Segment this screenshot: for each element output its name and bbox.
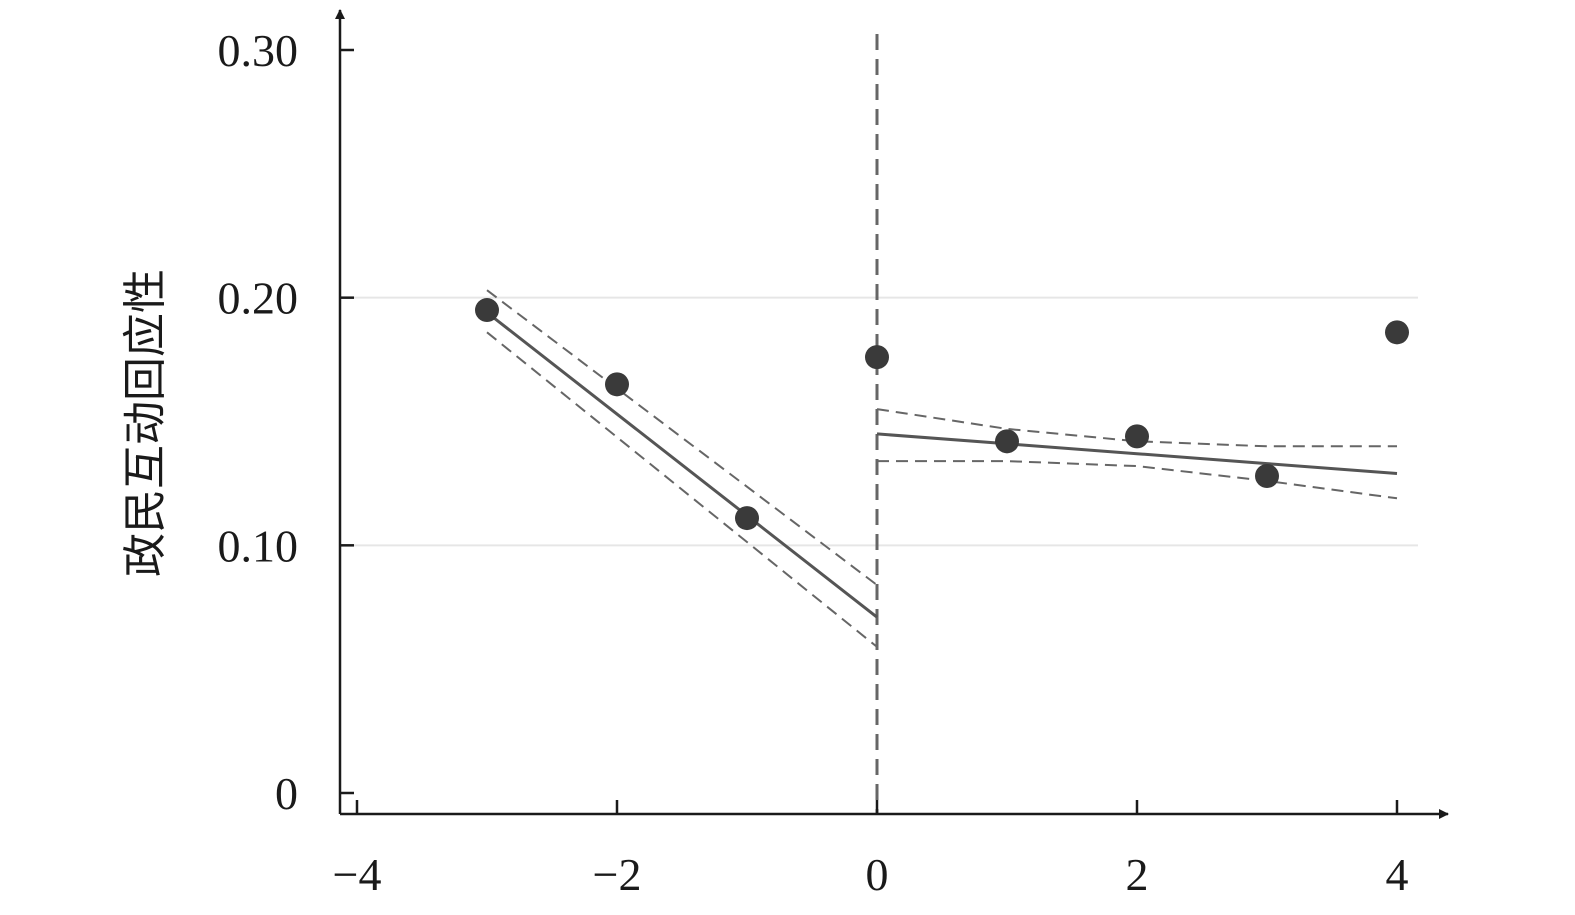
ci-upper-right xyxy=(876,408,1397,448)
ci-lower-right xyxy=(877,460,1398,500)
y-axis-title: 政民互动回应性 xyxy=(120,269,171,577)
ci-upper-left xyxy=(486,289,878,586)
data-point xyxy=(1255,463,1279,488)
y-ticks: 0 0.10 0.20 0.30 xyxy=(218,25,354,819)
x-tick-label: 2 xyxy=(1126,849,1149,900)
y-tick-label: 0.20 xyxy=(218,273,299,324)
data-point xyxy=(995,429,1019,454)
y-tick-label: 0.30 xyxy=(218,25,299,76)
data-points xyxy=(475,298,1409,531)
fit-line-right xyxy=(876,432,1398,475)
grid-lines xyxy=(340,296,1418,547)
data-point xyxy=(475,298,499,323)
x-tick-label: −4 xyxy=(333,849,382,900)
axes xyxy=(335,9,1449,819)
x-tick-label: 4 xyxy=(1386,849,1409,900)
ci-lower-left xyxy=(486,331,878,648)
x-ticks: −4 −2 0 2 4 xyxy=(333,800,1409,900)
y-tick-label: 0 xyxy=(275,768,298,819)
x-tick-label: 0 xyxy=(866,849,889,900)
y-tick-label: 0.10 xyxy=(218,520,299,571)
data-point xyxy=(865,345,889,370)
data-point xyxy=(605,372,629,397)
data-point xyxy=(1125,424,1149,449)
data-point xyxy=(1385,320,1409,345)
fit-line-left xyxy=(486,311,878,619)
fit-lines xyxy=(486,289,1398,648)
x-tick-label: −2 xyxy=(593,849,642,900)
data-point xyxy=(735,506,759,531)
